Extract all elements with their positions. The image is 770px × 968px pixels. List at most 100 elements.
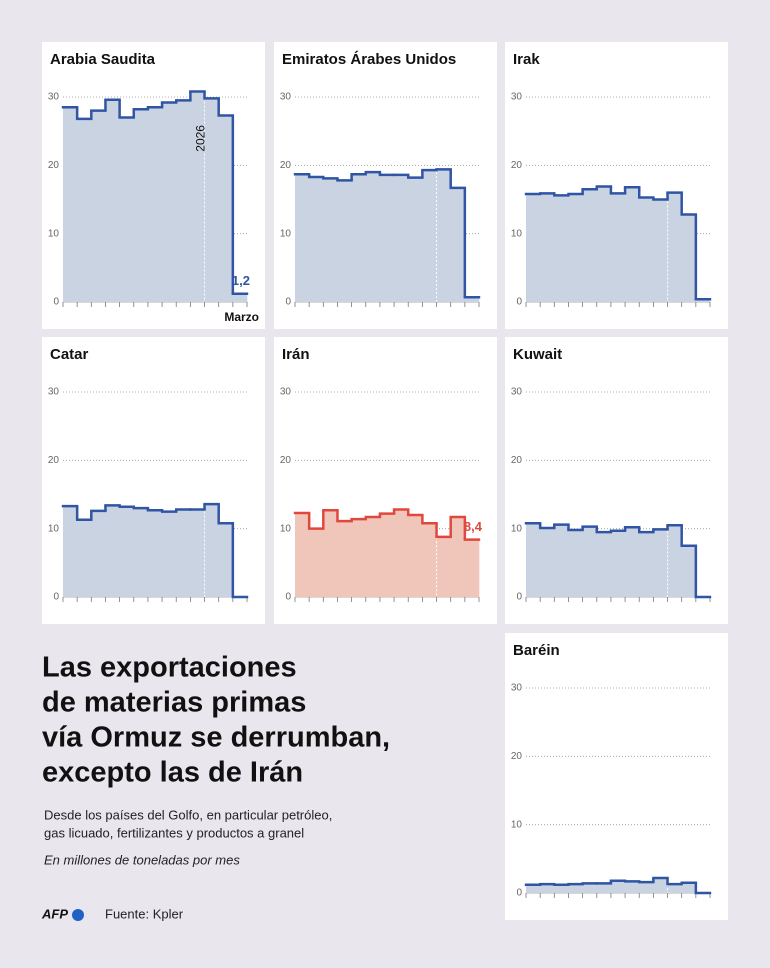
area-step (323, 178, 338, 302)
area-step (394, 509, 409, 597)
area-step (667, 525, 682, 597)
area-step (554, 195, 569, 302)
value-label: 8,4 (464, 519, 483, 534)
area-step (63, 107, 78, 302)
area-step (554, 524, 569, 597)
panel-title: Arabia Saudita (50, 51, 156, 68)
area-step (681, 214, 697, 302)
panel-title: Irak (513, 51, 540, 68)
source: Fuente: Kpler (105, 906, 184, 921)
area-step (133, 109, 149, 302)
x-tick-label: 2026 (194, 125, 208, 152)
area-step (568, 884, 583, 893)
area-step (681, 545, 697, 597)
area-step (176, 100, 191, 303)
area-step (653, 199, 668, 302)
y-tick-label: 0 (285, 592, 291, 603)
y-tick-label: 20 (280, 455, 292, 466)
area-step (204, 504, 219, 597)
area-step (162, 511, 177, 597)
area-step (596, 883, 612, 893)
area-step (105, 505, 120, 597)
y-tick-label: 30 (280, 92, 292, 103)
y-tick-label: 20 (511, 751, 523, 762)
y-tick-label: 0 (53, 592, 59, 603)
area-step (526, 194, 541, 302)
subtitle: Desde los países del Golfo, en particula… (44, 807, 332, 822)
panel-title: Emiratos Árabes Unidos (282, 51, 456, 68)
area-step (667, 192, 682, 302)
area-step (394, 174, 409, 302)
area-step (422, 523, 437, 597)
area-step (337, 180, 352, 302)
area-step (309, 176, 324, 302)
y-tick-label: 10 (511, 523, 523, 534)
y-tick-label: 0 (285, 297, 291, 308)
subtitle: gas licuado, fertilizantes y productos a… (44, 825, 304, 840)
y-tick-label: 30 (48, 387, 60, 398)
area-step (639, 882, 654, 893)
headline: vía Ormuz se derrumban, (42, 722, 390, 754)
y-tick-label: 0 (53, 297, 59, 308)
area-step (77, 519, 92, 597)
area-step (77, 118, 92, 302)
area-step (450, 517, 466, 597)
area-step (610, 530, 626, 597)
area-step (190, 509, 205, 597)
area-step (147, 107, 163, 302)
y-tick-label: 30 (511, 683, 523, 694)
area-step (653, 529, 668, 597)
area-step (379, 174, 395, 302)
area-step (190, 91, 205, 303)
area-step (295, 512, 310, 597)
area-step (63, 506, 78, 597)
y-tick-label: 30 (280, 387, 292, 398)
y-tick-label: 10 (48, 228, 60, 239)
area-step (232, 293, 248, 302)
area-step (119, 506, 135, 597)
panel (505, 633, 728, 920)
area-step (667, 884, 682, 893)
area-step (408, 177, 423, 302)
area-step (218, 115, 234, 302)
area-step (295, 174, 310, 302)
area-step (639, 532, 654, 597)
area-step (639, 197, 654, 302)
area-step (596, 186, 612, 302)
area-step (119, 117, 135, 302)
y-tick-label: 20 (511, 455, 523, 466)
area-step (351, 174, 367, 302)
area-step (568, 530, 583, 597)
area-step (526, 523, 541, 597)
area-step (105, 99, 120, 302)
area-step (309, 528, 324, 597)
area-step (365, 517, 381, 597)
area-step (218, 523, 234, 597)
area-step (681, 882, 697, 893)
area-step (133, 508, 149, 597)
x-tick-label: Marzo (224, 310, 259, 324)
area-step (337, 521, 352, 597)
y-tick-label: 20 (511, 160, 523, 171)
panel-title: Baréin (513, 642, 560, 659)
area-step (540, 884, 555, 893)
y-tick-label: 30 (48, 92, 60, 103)
logo: AFP (41, 906, 68, 921)
area-step (610, 880, 626, 893)
unit-note: En millones de toneladas por mes (44, 852, 240, 867)
y-tick-label: 0 (516, 297, 522, 308)
area-step (568, 194, 583, 302)
area-step (582, 526, 598, 597)
area-step (436, 536, 451, 597)
area-step (464, 297, 480, 302)
area-step (204, 98, 219, 302)
area-step (582, 189, 598, 302)
area-step (91, 510, 106, 597)
area-step (91, 110, 106, 303)
y-tick-label: 10 (280, 523, 292, 534)
area-step (323, 510, 338, 597)
headline: Las exportaciones (42, 652, 297, 684)
y-tick-label: 10 (280, 228, 292, 239)
y-tick-label: 0 (516, 592, 522, 603)
